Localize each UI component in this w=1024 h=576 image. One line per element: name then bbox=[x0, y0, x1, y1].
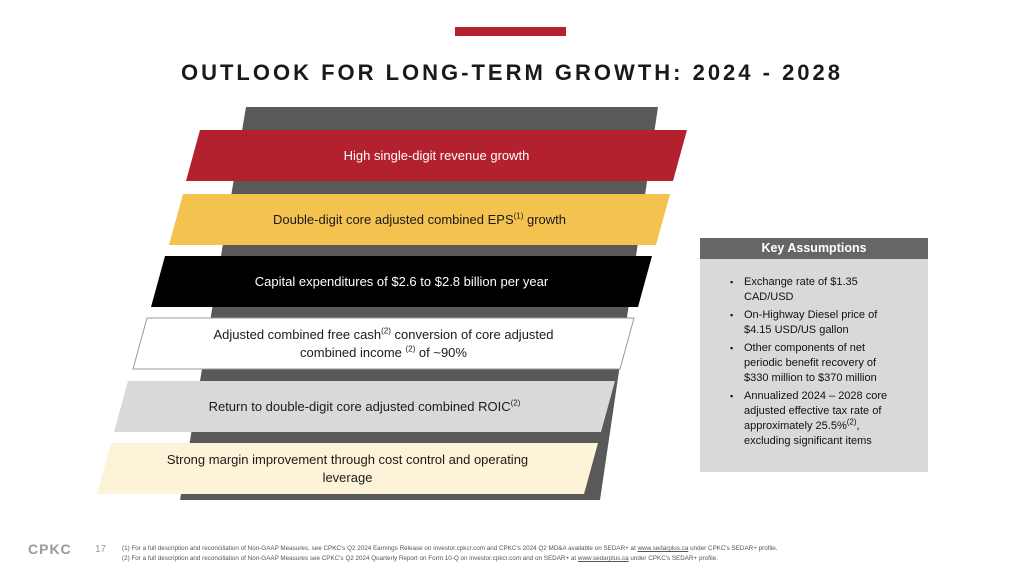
text: Capital expenditures of $2.6 to $2.8 bil… bbox=[254, 273, 549, 289]
bar-text: High single-digit revenue growth bbox=[193, 147, 680, 165]
bullet-line: $4.15 USD/US gallon bbox=[744, 323, 925, 338]
text: CAD/USD bbox=[744, 291, 794, 303]
bar-text: Return to double-digit core adjusted com… bbox=[121, 398, 608, 416]
page-number: 17 bbox=[95, 544, 107, 555]
bar-text: Strong margin improvement through cost c… bbox=[104, 451, 591, 487]
footnote: (1) For a full description and reconcili… bbox=[122, 544, 778, 554]
bar-shape bbox=[169, 194, 670, 245]
bullet-line: approximately 25.5%(2), bbox=[744, 417, 925, 434]
footnote: (2) For a full description and reconcili… bbox=[122, 554, 778, 564]
bullet-line: adjusted effective tax rate of bbox=[744, 404, 925, 419]
text: $330 million to $370 million bbox=[744, 372, 877, 384]
text: Other components of net bbox=[744, 342, 866, 354]
title: OUTLOOK FOR LONG-TERM GROWTH: 2024 - 202… bbox=[180, 60, 844, 85]
bar-line: High single-digit revenue growth bbox=[193, 147, 680, 165]
bullet: Annualized 2024 – 2028 core adjusted effe… bbox=[730, 389, 925, 449]
text: excluding significant items bbox=[744, 435, 872, 447]
bar-shape bbox=[97, 443, 598, 494]
superscript: (2) bbox=[510, 398, 521, 408]
text: , bbox=[856, 420, 860, 432]
bar-text: Adjusted combined free cash(2) conversio… bbox=[140, 326, 627, 362]
bar-line: Double-digit core adjusted combined EPS(… bbox=[176, 211, 663, 229]
bar-shape bbox=[186, 130, 687, 181]
text: Adjusted combined free cash bbox=[213, 326, 382, 342]
accent-bar bbox=[455, 27, 566, 36]
assumptions-list: Exchange rate of $1.35 CAD/USD On-Highway … bbox=[730, 275, 925, 452]
bar-text: Capital expenditures of $2.6 to $2.8 bil… bbox=[158, 273, 645, 291]
text: combined income bbox=[300, 344, 406, 360]
bar-line: Adjusted combined free cash(2) conversio… bbox=[140, 326, 627, 344]
bullet: Exchange rate of $1.35 CAD/USD bbox=[730, 275, 925, 305]
superscript: (2) bbox=[846, 417, 857, 427]
bar-line: Return to double-digit core adjusted com… bbox=[121, 398, 608, 416]
text: (1) For a full description and reconcili… bbox=[122, 545, 638, 552]
bullet-line: Other components of net bbox=[744, 341, 925, 356]
link-text: www.sedarplus.ca bbox=[577, 555, 629, 562]
bullet: On-Highway Diesel price of $4.15 USD/US g… bbox=[730, 308, 925, 338]
text: under CPKC's SEDAR+ profile. bbox=[688, 545, 778, 552]
link-text: www.sedarplus.ca bbox=[637, 545, 689, 552]
text: periodic benefit recovery of bbox=[744, 357, 877, 369]
bar-line: Strong margin improvement through cost c… bbox=[104, 451, 591, 469]
text: conversion of core adjusted bbox=[390, 326, 554, 342]
bullet-line: excluding significant items bbox=[744, 434, 925, 449]
text: Return to double-digit core adjusted com… bbox=[208, 398, 511, 414]
bar-line: leverage bbox=[104, 469, 591, 487]
superscript: (1) bbox=[513, 211, 524, 221]
bar-shape bbox=[114, 381, 615, 432]
bar-shape bbox=[151, 256, 652, 307]
assumptions-title: Key Assumptions bbox=[700, 238, 928, 259]
bullet-line: Annualized 2024 – 2028 core bbox=[744, 389, 925, 404]
bar-line: combined income (2) of ~90% bbox=[140, 344, 627, 362]
text: leverage bbox=[322, 469, 373, 485]
text: growth bbox=[523, 211, 567, 227]
text: High single-digit revenue growth bbox=[343, 147, 530, 163]
text: of ~90% bbox=[415, 344, 467, 360]
bar-line: Capital expenditures of $2.6 to $2.8 bil… bbox=[158, 273, 645, 291]
footnotes: (1) For a full description and reconcili… bbox=[122, 544, 778, 564]
text: adjusted effective tax rate of bbox=[744, 405, 882, 417]
bullet-line: CAD/USD bbox=[744, 290, 925, 305]
text: Strong margin improvement through cost c… bbox=[166, 451, 529, 467]
bars bbox=[97, 130, 687, 494]
text: Exchange rate of $1.35 bbox=[744, 276, 858, 288]
bullet: Other components of net periodic benefit … bbox=[730, 341, 925, 386]
bar-text: Double-digit core adjusted combined EPS(… bbox=[176, 211, 663, 229]
text: Double-digit core adjusted combined EPS bbox=[272, 211, 514, 227]
text: On-Highway Diesel price of bbox=[744, 309, 878, 321]
bar-shape bbox=[132, 317, 635, 370]
text: under CPKC's SEDAR+ profile. bbox=[628, 555, 718, 562]
bullet-line: On-Highway Diesel price of bbox=[744, 308, 925, 323]
superscript: (2) bbox=[381, 326, 391, 336]
text: approximately 25.5% bbox=[744, 420, 847, 432]
bullet-line: periodic benefit recovery of bbox=[744, 356, 925, 371]
logo: CPKC bbox=[28, 541, 72, 557]
text: Annualized 2024 – 2028 core bbox=[744, 390, 888, 402]
bullet-line: Exchange rate of $1.35 bbox=[744, 275, 925, 290]
text: $4.15 USD/US gallon bbox=[744, 324, 849, 336]
superscript: (2) bbox=[405, 344, 416, 354]
bullet-line: $330 million to $370 million bbox=[744, 371, 925, 386]
text: (2) For a full description and reconcili… bbox=[122, 555, 578, 562]
